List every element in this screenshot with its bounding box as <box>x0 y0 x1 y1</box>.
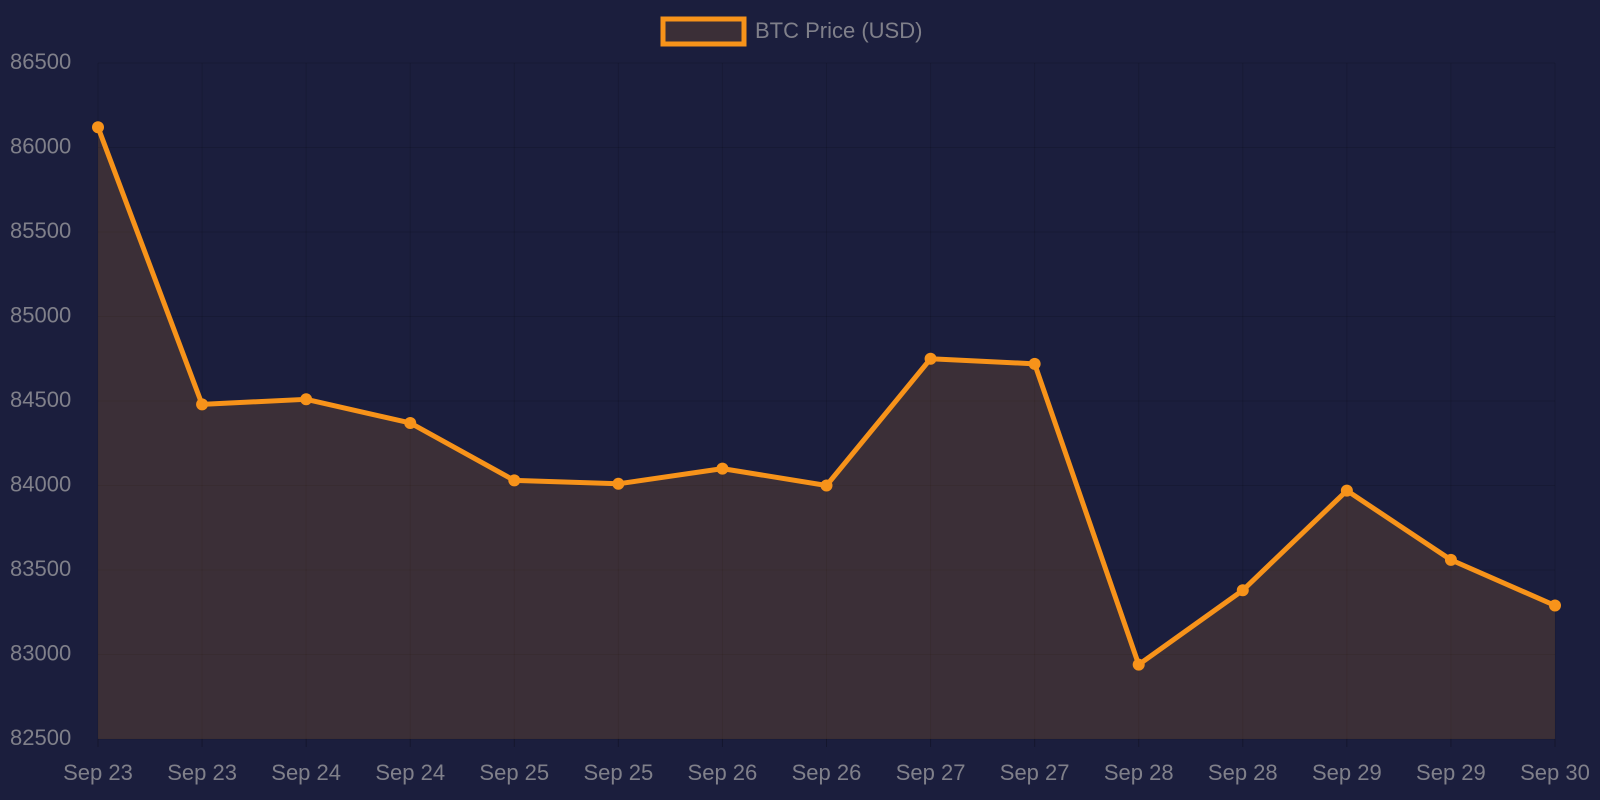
y-tick-label: 85500 <box>10 218 71 243</box>
point <box>300 393 313 406</box>
x-tick-label: Sep 26 <box>792 760 862 785</box>
y-tick-label: 85000 <box>10 302 71 327</box>
x-tick-label: Sep 25 <box>583 760 653 785</box>
x-tick-label: Sep 23 <box>63 760 133 785</box>
point <box>612 477 625 490</box>
x-tick-label: Sep 29 <box>1416 760 1486 785</box>
point <box>1444 553 1457 566</box>
x-tick-label: Sep 29 <box>1312 760 1382 785</box>
point <box>196 398 209 411</box>
legend-item[interactable]: BTC Price (USD) <box>660 16 922 47</box>
point <box>716 462 729 475</box>
point <box>404 416 417 429</box>
x-tick-label: Sep 24 <box>375 760 445 785</box>
x-tick-label: Sep 28 <box>1208 760 1278 785</box>
y-tick-label: 86500 <box>10 49 71 74</box>
x-tick-label: Sep 27 <box>1000 760 1070 785</box>
point <box>508 474 521 487</box>
legend-label[interactable]: BTC Price (USD) <box>755 18 922 43</box>
x-tick-label: Sep 24 <box>271 760 341 785</box>
point <box>820 479 833 492</box>
point <box>1132 658 1145 671</box>
x-tick-label: Sep 25 <box>479 760 549 785</box>
y-tick-label: 84500 <box>10 387 71 412</box>
y-tick-label: 83000 <box>10 640 71 665</box>
y-tick-label: 82500 <box>10 725 71 750</box>
point <box>1028 357 1041 370</box>
y-tick-label: 84000 <box>10 471 71 496</box>
legend-swatch[interactable] <box>660 16 747 47</box>
x-tick-label: Sep 28 <box>1104 760 1174 785</box>
area <box>98 127 1555 740</box>
point <box>924 352 937 365</box>
point <box>92 121 104 134</box>
x-tick-label: Sep 26 <box>688 760 758 785</box>
point <box>1236 584 1249 597</box>
x-tick-label: Sep 27 <box>896 760 966 785</box>
y-tick-label: 83500 <box>10 556 71 581</box>
x-tick-label: Sep 23 <box>167 760 237 785</box>
point <box>1340 484 1353 497</box>
y-tick-label: 86000 <box>10 133 71 158</box>
x-tick-label: Sep 30 <box>1520 760 1590 785</box>
point <box>1549 599 1561 612</box>
